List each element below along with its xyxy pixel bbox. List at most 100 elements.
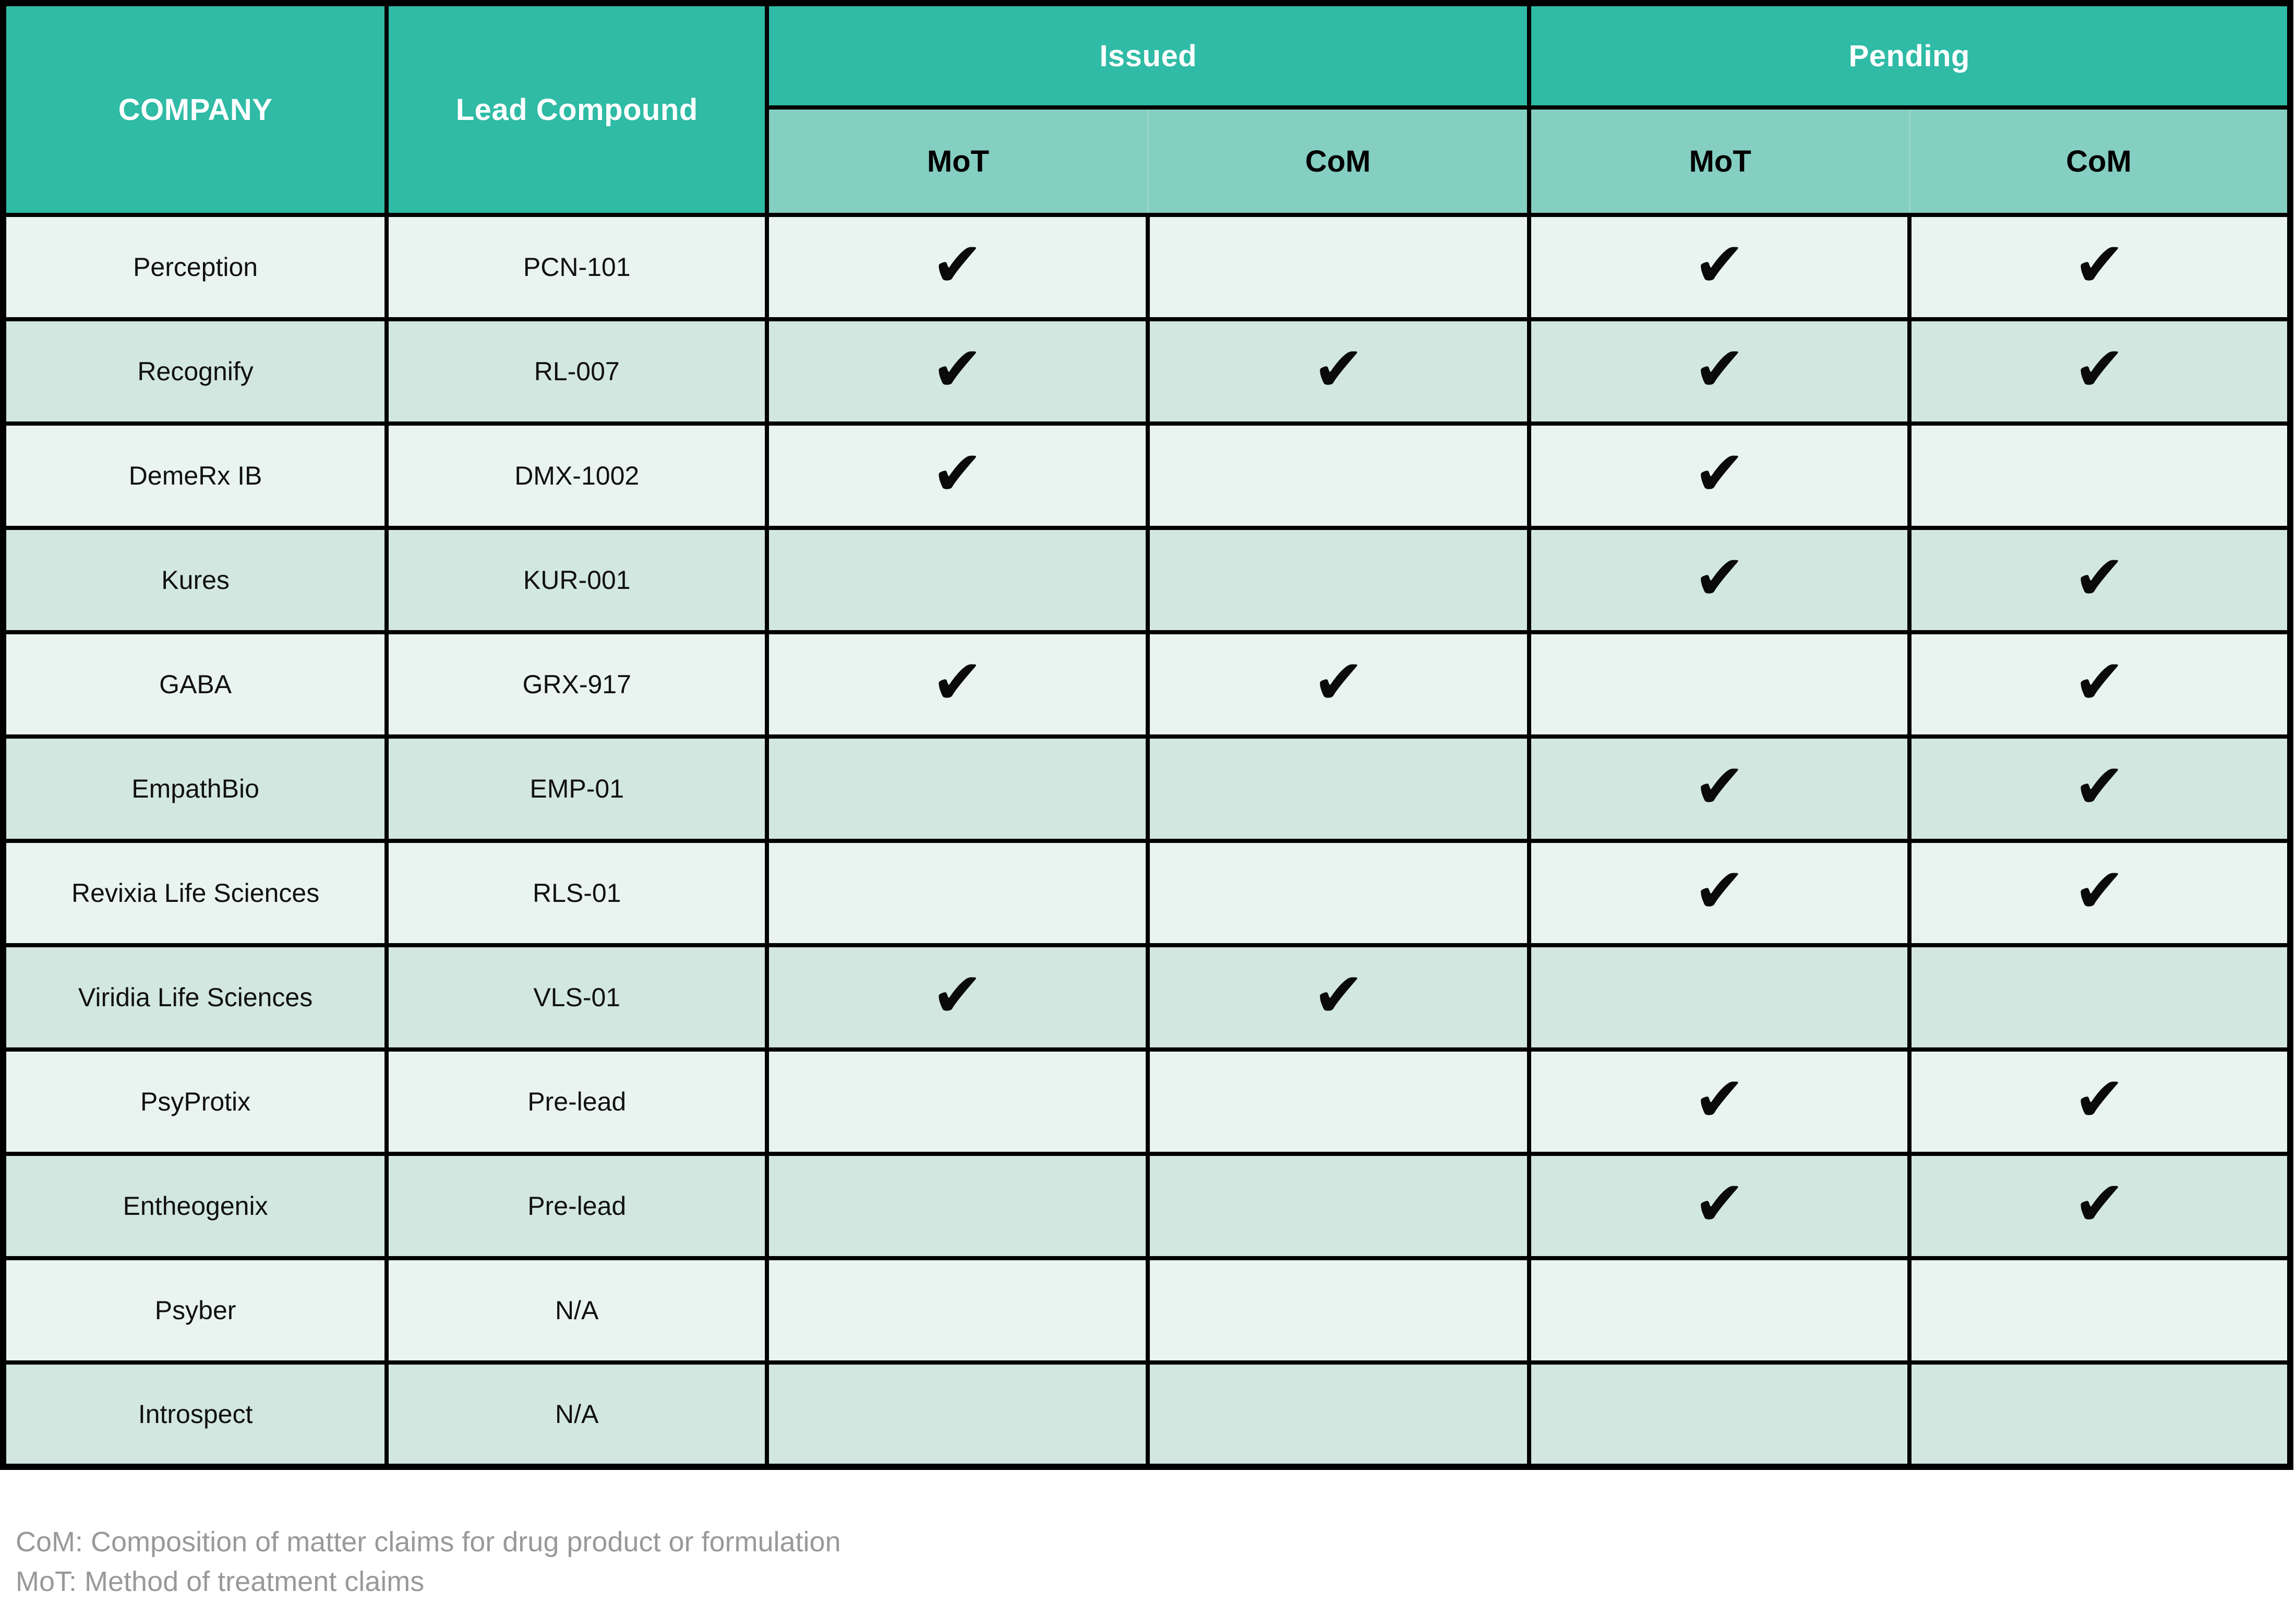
company-cell: Entheogenix [1, 1152, 389, 1260]
lead-compound-cell: GRX-917 [384, 630, 770, 739]
issued-com-cell [1146, 526, 1532, 634]
checkmark-icon: ✔ [2073, 648, 2125, 717]
issued-mot-cell: ✔ [765, 317, 1150, 426]
pending-mot-cell: ✔ [1527, 213, 1912, 321]
table-row: EmpathBio EMP-01 ✔ ✔ [1, 734, 2292, 843]
issued-com-cell [1146, 1256, 1532, 1365]
checkmark-icon: ✔ [1313, 335, 1365, 404]
issued-mot-cell: ✔ [765, 421, 1150, 530]
pending-mot-cell: ✔ [1527, 1047, 1912, 1156]
pending-com-cell: ✔ [1907, 213, 2292, 321]
company-cell: PsyProtix [1, 1047, 389, 1156]
table-row: Viridia Life Sciences VLS-01 ✔ ✔ [1, 943, 2292, 1052]
company-cell: DemeRx IB [1, 421, 389, 530]
table-row: Kures KUR-001 ✔ ✔ [1, 526, 2292, 634]
pending-com-cell: ✔ [1907, 839, 2292, 947]
issued-mot-cell [765, 1047, 1150, 1156]
issued-com-cell [1146, 213, 1532, 321]
issued-com-cell [1146, 1152, 1532, 1260]
pending-com-cell: ✔ [1907, 734, 2292, 843]
issued-com-cell [1146, 734, 1532, 843]
table-row: Revixia Life Sciences RLS-01 ✔ ✔ [1, 839, 2292, 947]
pending-mot-cell: ✔ [1527, 839, 1912, 947]
checkmark-icon: ✔ [1693, 752, 1746, 821]
patent-claims-table: COMPANY Lead Compound Issued Pending MoT… [0, 0, 2293, 1470]
checkmark-icon: ✔ [1693, 335, 1746, 404]
pending-mot-cell: ✔ [1527, 526, 1912, 634]
pending-com-cell: ✔ [1907, 317, 2292, 426]
checkmark-icon: ✔ [1693, 544, 1746, 612]
column-group-pending: Pending [1527, 1, 2292, 110]
subheader-issued-com: CoM [1147, 105, 1532, 217]
company-cell: Viridia Life Sciences [1, 943, 389, 1052]
checkmark-icon: ✔ [931, 439, 983, 508]
company-cell: Recognify [1, 317, 389, 426]
checkmark-icon: ✔ [931, 231, 983, 299]
issued-com-cell: ✔ [1146, 943, 1532, 1052]
pending-mot-cell [1527, 943, 1912, 1052]
column-group-issued: Issued [765, 1, 1532, 110]
company-cell: EmpathBio [1, 734, 389, 843]
pending-mot-cell: ✔ [1527, 734, 1912, 843]
subheader-pending-com: CoM [1908, 105, 2292, 217]
pending-mot-cell [1527, 1256, 1912, 1365]
checkmark-icon: ✔ [1693, 857, 1746, 925]
company-cell: Kures [1, 526, 389, 634]
issued-com-cell [1146, 1360, 1532, 1469]
issued-mot-cell [765, 526, 1150, 634]
pending-com-cell: ✔ [1907, 526, 2292, 634]
pending-mot-cell [1527, 630, 1912, 739]
issued-com-cell: ✔ [1146, 317, 1532, 426]
company-cell: GABA [1, 630, 389, 739]
pending-mot-cell: ✔ [1527, 421, 1912, 530]
issued-com-cell [1146, 1047, 1532, 1156]
checkmark-icon: ✔ [931, 335, 983, 404]
header-group-row: COMPANY Lead Compound Issued Pending [1, 1, 2292, 217]
table-row: PsyProtix Pre-lead ✔ ✔ [1, 1047, 2292, 1156]
company-cell: Psyber [1, 1256, 389, 1365]
column-header-lead-compound: Lead Compound [384, 1, 770, 217]
checkmark-icon: ✔ [1693, 1169, 1746, 1238]
issued-mot-cell: ✔ [765, 630, 1150, 739]
lead-compound-cell: N/A [384, 1360, 770, 1469]
issued-com-cell [1146, 839, 1532, 947]
pending-mot-cell: ✔ [1527, 317, 1912, 426]
checkmark-icon: ✔ [2073, 335, 2125, 404]
checkmark-icon: ✔ [2073, 1065, 2125, 1134]
checkmark-icon: ✔ [1693, 1065, 1746, 1134]
pending-com-cell [1907, 1256, 2292, 1365]
lead-compound-cell: KUR-001 [384, 526, 770, 634]
table-row: Psyber N/A [1, 1256, 2292, 1365]
table-row: GABA GRX-917 ✔ ✔ ✔ [1, 630, 2292, 739]
pending-com-cell: ✔ [1907, 1152, 2292, 1260]
table-row: Recognify RL-007 ✔ ✔ ✔ ✔ [1, 317, 2292, 426]
pending-com-cell [1907, 943, 2292, 1052]
footnotes: CoM: Composition of matter claims for dr… [16, 1522, 841, 1601]
checkmark-icon: ✔ [2073, 857, 2125, 925]
issued-mot-cell: ✔ [765, 943, 1150, 1052]
company-cell: Introspect [1, 1360, 389, 1469]
checkmark-icon: ✔ [1313, 648, 1365, 717]
checkmark-icon: ✔ [2073, 752, 2125, 821]
pending-com-cell: ✔ [1907, 630, 2292, 739]
subheader-issued-mot: MoT [765, 105, 1149, 217]
checkmark-icon: ✔ [1693, 439, 1746, 508]
pending-mot-cell [1527, 1360, 1912, 1469]
issued-com-cell: ✔ [1146, 630, 1532, 739]
lead-compound-cell: DMX-1002 [384, 421, 770, 530]
issued-mot-cell [765, 1360, 1150, 1469]
header-sub-row: MoT CoM MoT CoM [3, 105, 2292, 217]
table-row: DemeRx IB DMX-1002 ✔ ✔ [1, 421, 2292, 530]
issued-mot-cell [765, 734, 1150, 843]
checkmark-icon: ✔ [1313, 961, 1365, 1030]
issued-mot-cell [765, 839, 1150, 947]
checkmark-icon: ✔ [2073, 1169, 2125, 1238]
pending-com-cell [1907, 421, 2292, 530]
issued-mot-cell [765, 1256, 1150, 1365]
table-row: Perception PCN-101 ✔ ✔ ✔ [1, 213, 2292, 321]
checkmark-icon: ✔ [931, 961, 983, 1030]
checkmark-icon: ✔ [2073, 544, 2125, 612]
column-header-company: COMPANY [1, 1, 389, 217]
lead-compound-cell: RL-007 [384, 317, 770, 426]
lead-compound-cell: EMP-01 [384, 734, 770, 843]
